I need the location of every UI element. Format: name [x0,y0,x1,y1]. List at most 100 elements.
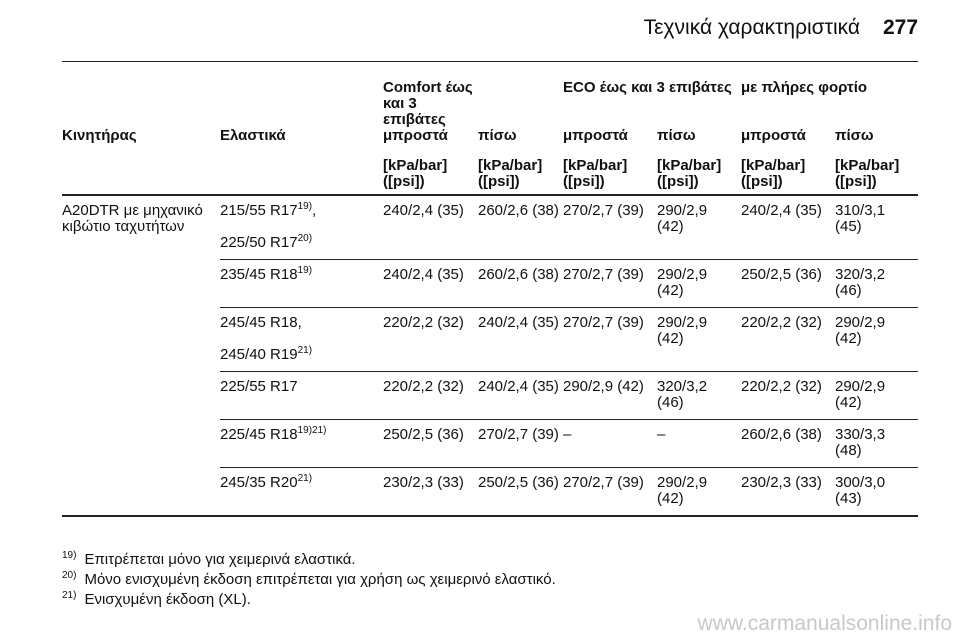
tyre: 225/45 R1819)21) [220,425,379,443]
pressure-value: 270/2,7 (39) [563,467,657,517]
column-header: Κινητήρας [62,127,137,144]
pressure-value: 320/3,2 (46) [835,259,919,308]
footnote-ref: 19)21) [297,425,327,436]
column-header-row: Κινητήρας Ελαστικά μπροστά πίσω μπροστά πίσω μ… [62,128,918,158]
unit-header: [kPa/bar] ([psi]) [741,158,835,196]
footnote-ref: 21) [297,473,313,484]
pressure-value: 290/2,9 (42) [563,371,657,420]
pressure-value: 260/2,6 (38) [478,195,563,260]
pressure-value: 250/2,5 (36) [741,259,835,308]
footnote-text: Μόνο ενισχυμένη έκδοση επιτρέπεται για χ… [84,571,556,588]
table-body: A20DTR με μηχανικό κιβώτιο ταχυτήτων 215/… [62,195,919,517]
tyre-cell: 235/45 R1819) [220,259,383,308]
unit-row: [kPa/bar] ([psi]) [kPa/bar] ([psi]) [kPa/b… [62,158,919,196]
rule [62,61,918,62]
column-header: μπροστά [383,127,448,144]
tyre: 225/55 R17 [220,379,379,395]
separator: , [297,314,302,331]
pressure-value: 270/2,7 (39) [563,259,657,308]
tyre-cell: 245/35 R2021) [220,467,383,517]
tyre-cell: 245/45 R18, 245/40 R1921) [220,307,383,372]
pressure-value: 290/2,9 (42) [657,259,741,308]
pressure-value: 310/3,1 (45) [835,195,919,260]
table-row: A20DTR με μηχανικό κιβώτιο ταχυτήτων 215/… [62,195,919,517]
table-row: 245/45 R18, 245/40 R1921) 220/2,2 (32) 240/… [62,307,919,372]
pressure-value: 250/2,5 (36) [478,467,563,517]
tyre-size: 245/40 R19 [220,346,298,363]
pressure-value: 290/2,9 (42) [657,195,741,260]
pressure-value: 240/2,4 (35) [383,259,478,308]
tyre: 245/45 R18, [220,315,379,331]
column-header: μπροστά [741,127,806,144]
footnote-mark: 21) [62,590,77,601]
group-header: Comfort έως και 3 επιβάτες [383,79,473,128]
engine-cell: A20DTR με μηχανικό κιβώτιο ταχυτήτων [62,195,220,517]
pressure-value: – [657,419,741,468]
column-header: πίσω [657,127,696,144]
pressure-value: 290/2,9 (42) [835,371,919,420]
tyre-size: 245/35 R20 [220,474,298,491]
watermark: www.carmanualsonline.info [697,612,952,635]
tyre: 245/35 R2021) [220,473,379,491]
pressure-value: 270/2,7 (39) [478,419,563,468]
pressure-value: 290/2,9 (42) [657,307,741,372]
footnotes: 19) Επιτρέπεται μόνο για χειμερινά ελαστι… [62,550,556,610]
pressure-value: 230/2,3 (33) [741,467,835,517]
footnote-mark: 20) [62,570,77,581]
footnote-ref: 20) [297,233,313,244]
pressure-value: 220/2,2 (32) [383,307,478,372]
tyre-size: 225/50 R17 [220,234,298,251]
pressure-value: 260/2,6 (38) [741,419,835,468]
pressure-value: 230/2,3 (33) [383,467,478,517]
tyre-size: 215/55 R17 [220,202,298,219]
footnote-mark: 19) [62,550,77,561]
pressure-value: 330/3,3 (48) [835,419,919,468]
unit-header: [kPa/bar] ([psi]) [563,158,657,196]
pressure-value: 260/2,6 (38) [478,259,563,308]
pressure-value: 220/2,2 (32) [741,371,835,420]
table-row: 235/45 R1819) 240/2,4 (35) 260/2,6 (38) 270… [62,259,919,308]
tyre: 215/55 R1719), [220,201,379,219]
table-head: Comfort έως και 3 επιβάτες ECO έως και 3… [62,80,919,196]
group-header-row: Comfort έως και 3 επιβάτες ECO έως και 3… [62,80,918,128]
column-header: πίσω [478,127,517,144]
tyre-size: 225/55 R17 [220,378,298,395]
page-number: 277 [883,16,919,39]
column-header: πίσω [835,127,874,144]
table-row: 225/55 R17 220/2,2 (32) 240/2,4 (35) 290/2,… [62,371,919,420]
tyre-size: 235/45 R18 [220,266,298,283]
unit-header: [kPa/bar] ([psi]) [478,158,563,196]
footnote-ref: 19) [297,201,313,212]
table-row: 225/45 R1819)21) 250/2,5 (36) 270/2,7 (39)… [62,419,919,468]
unit-header: [kPa/bar] ([psi]) [657,158,741,196]
table-row: 245/35 R2021) 230/2,3 (33) 250/2,5 (36) 270… [62,467,919,517]
column-header: Ελαστικά [220,127,286,144]
pressure-value: 220/2,2 (32) [741,307,835,372]
tyre-cell: 225/55 R17 [220,371,383,420]
footnote-text: Ενισχυμένη έκδοση (XL). [84,591,251,608]
tyre-cell: 225/45 R1819)21) [220,419,383,468]
group-header: με πλήρες φορτίο [741,79,868,96]
pressure-value: 270/2,7 (39) [563,195,657,260]
pressure-value: 240/2,4 (35) [383,195,478,260]
tyre-size: 245/45 R18 [220,314,298,331]
unit-header: [kPa/bar] ([psi]) [383,158,478,196]
separator: , [312,202,317,219]
page-title: Τεχνικά χαρακτηριστικά [643,16,860,39]
unit-header: [kPa/bar] ([psi]) [835,158,919,196]
pressure-value: 240/2,4 (35) [478,307,563,372]
pressure-value: – [563,419,657,468]
pressure-value: 300/3,0 (43) [835,467,919,517]
footnote: 20) Μόνο ενισχυμένη έκδοση επιτρέπεται γι… [62,570,556,590]
pressure-value: 240/2,4 (35) [741,195,835,260]
pressure-table: Comfort έως και 3 επιβάτες ECO έως και 3… [62,80,919,517]
footnote: 21) Ενισχυμένη έκδοση (XL). [62,590,556,610]
footnote-ref: 19) [297,265,313,276]
pressure-value: 250/2,5 (36) [383,419,478,468]
footnote-ref: 21) [297,345,313,356]
pressure-value: 270/2,7 (39) [563,307,657,372]
footnote: 19) Επιτρέπεται μόνο για χειμερινά ελαστι… [62,550,556,570]
group-header: ECO έως και 3 επιβάτες [563,79,732,96]
pressure-value: 320/3,2 (46) [657,371,741,420]
